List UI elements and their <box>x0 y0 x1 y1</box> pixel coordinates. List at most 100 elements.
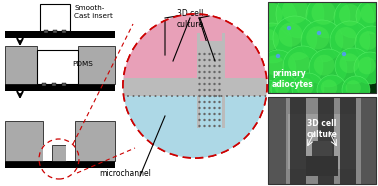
Circle shape <box>215 95 217 97</box>
Circle shape <box>198 77 201 79</box>
Circle shape <box>213 107 216 109</box>
Circle shape <box>218 89 221 91</box>
Circle shape <box>204 95 206 97</box>
Circle shape <box>309 49 347 87</box>
Circle shape <box>203 53 206 55</box>
Circle shape <box>218 59 221 61</box>
Circle shape <box>273 16 317 60</box>
Circle shape <box>213 53 216 55</box>
Bar <box>66 145 75 161</box>
Circle shape <box>198 89 201 91</box>
Circle shape <box>208 125 211 127</box>
Circle shape <box>335 48 371 84</box>
Circle shape <box>155 95 156 97</box>
Circle shape <box>259 95 261 97</box>
Circle shape <box>218 95 221 97</box>
Circle shape <box>243 95 245 97</box>
Bar <box>62 30 66 33</box>
Text: primary
adiocytes: primary adiocytes <box>272 69 314 89</box>
Circle shape <box>306 0 350 38</box>
Circle shape <box>182 95 184 97</box>
Circle shape <box>203 101 206 103</box>
Circle shape <box>287 26 291 30</box>
Circle shape <box>213 119 216 121</box>
Bar <box>123 96 267 158</box>
Circle shape <box>149 95 151 97</box>
Circle shape <box>198 83 201 85</box>
Bar <box>5 161 115 168</box>
Bar <box>40 4 70 31</box>
Circle shape <box>208 59 211 61</box>
Circle shape <box>123 14 267 158</box>
Circle shape <box>213 83 216 85</box>
Circle shape <box>203 59 206 61</box>
Circle shape <box>218 101 221 103</box>
Circle shape <box>226 95 228 97</box>
Circle shape <box>355 26 378 60</box>
Circle shape <box>281 95 283 97</box>
Bar <box>5 46 37 84</box>
Circle shape <box>330 21 370 61</box>
Bar <box>268 97 376 184</box>
Bar <box>44 30 48 33</box>
Circle shape <box>213 65 216 67</box>
Circle shape <box>208 77 211 79</box>
Circle shape <box>138 95 140 97</box>
Circle shape <box>213 89 216 91</box>
Circle shape <box>260 50 296 86</box>
Bar <box>123 78 267 96</box>
Bar <box>288 114 356 169</box>
Bar <box>62 83 66 86</box>
Bar <box>52 83 56 86</box>
Circle shape <box>208 95 211 97</box>
Circle shape <box>198 95 201 97</box>
Circle shape <box>208 113 211 115</box>
Circle shape <box>279 23 303 47</box>
Circle shape <box>208 71 211 73</box>
Circle shape <box>265 55 284 75</box>
Circle shape <box>356 0 378 34</box>
Bar <box>306 156 338 176</box>
Circle shape <box>203 95 206 97</box>
Circle shape <box>218 71 221 73</box>
Bar <box>42 83 46 86</box>
Bar <box>290 97 306 184</box>
Circle shape <box>198 125 201 127</box>
Circle shape <box>198 95 200 97</box>
Bar <box>318 97 334 184</box>
Bar <box>361 97 376 184</box>
Circle shape <box>218 125 221 127</box>
Circle shape <box>203 119 206 121</box>
Circle shape <box>198 53 201 55</box>
Circle shape <box>314 55 335 76</box>
Circle shape <box>258 80 278 100</box>
Circle shape <box>218 77 221 79</box>
Circle shape <box>358 57 376 74</box>
Bar <box>5 121 43 161</box>
Circle shape <box>198 65 201 67</box>
Circle shape <box>301 20 343 62</box>
Circle shape <box>213 113 216 115</box>
Circle shape <box>208 89 211 91</box>
Bar <box>268 2 376 93</box>
Circle shape <box>359 31 378 50</box>
Circle shape <box>193 95 195 97</box>
Circle shape <box>253 0 297 40</box>
Circle shape <box>208 83 211 85</box>
Bar <box>37 50 78 84</box>
Bar <box>5 31 115 38</box>
Circle shape <box>208 65 211 67</box>
Circle shape <box>166 95 167 97</box>
Circle shape <box>160 95 162 97</box>
Circle shape <box>203 107 206 109</box>
Circle shape <box>144 95 146 97</box>
Circle shape <box>177 95 178 97</box>
Circle shape <box>345 80 361 96</box>
Circle shape <box>288 52 310 74</box>
Circle shape <box>198 71 201 73</box>
Circle shape <box>218 107 221 109</box>
Circle shape <box>335 27 357 49</box>
Circle shape <box>271 75 299 103</box>
Bar <box>312 141 332 156</box>
Bar <box>197 33 200 128</box>
